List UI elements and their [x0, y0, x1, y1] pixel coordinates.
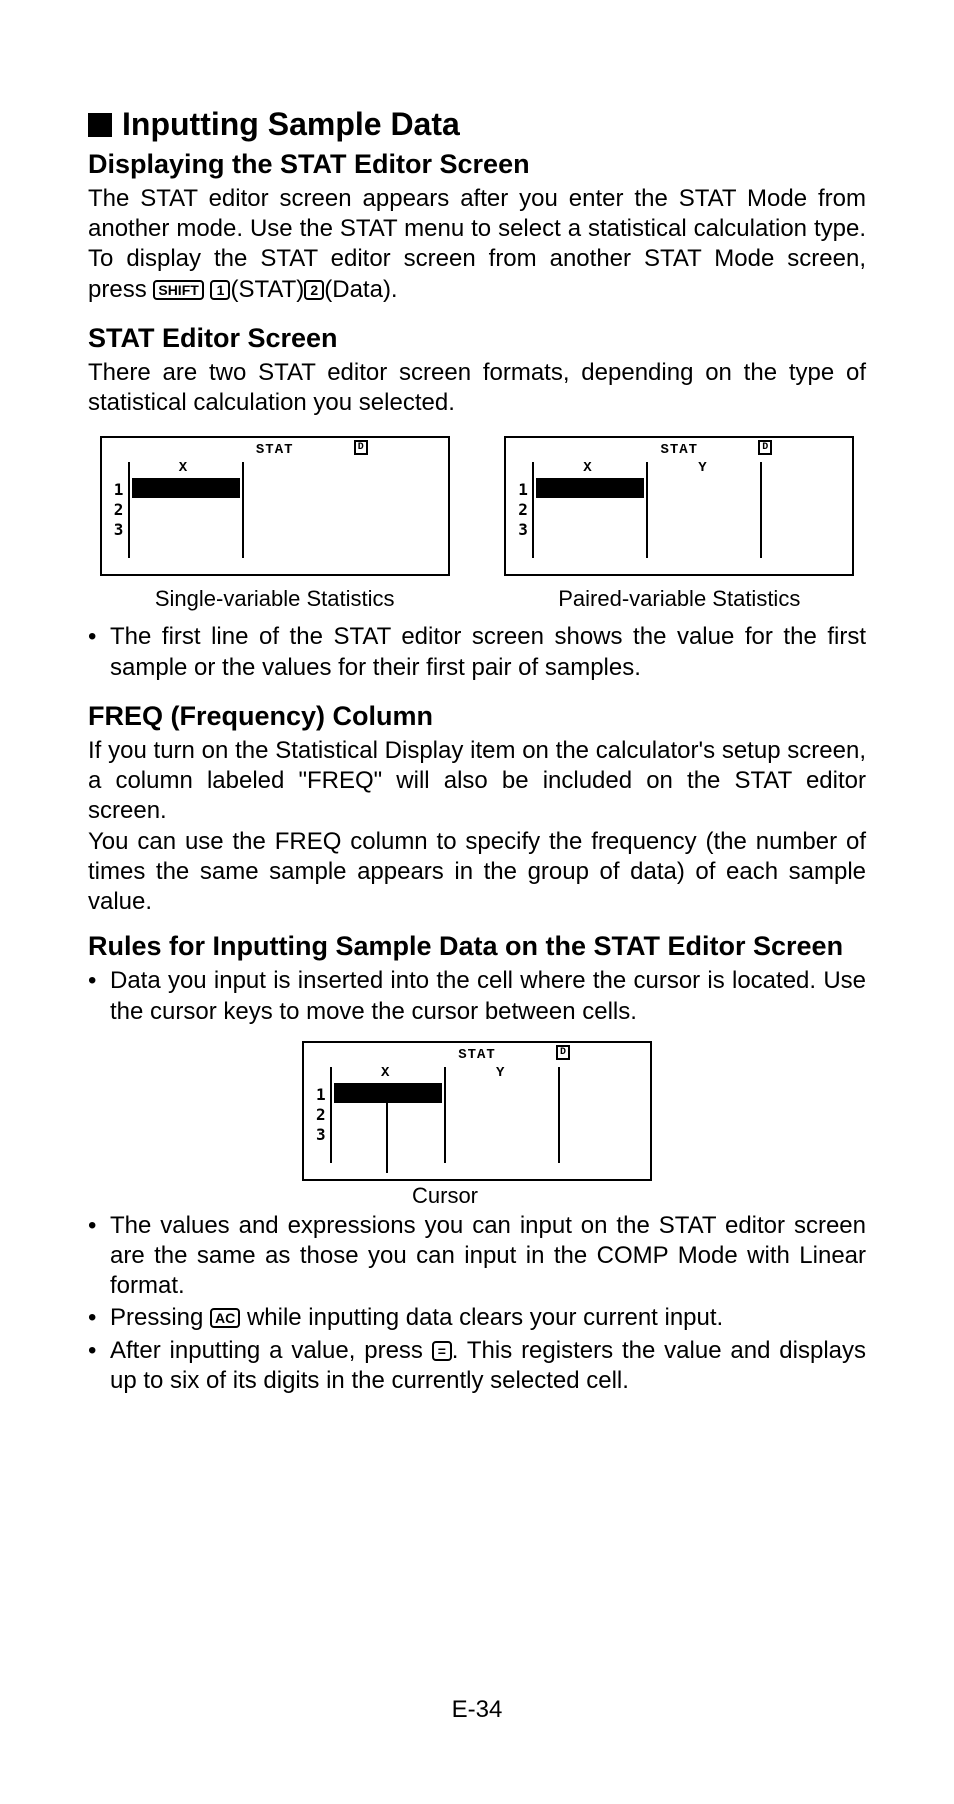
row-3: 3 [114, 520, 124, 540]
row-3c: 3 [316, 1125, 326, 1145]
lcd-cursor-example: STAT D 1 2 3 X Y [302, 1041, 652, 1181]
caption-single: Single-variable Statistics [88, 586, 461, 612]
lcd-cursor-cell [132, 478, 240, 498]
bullet-rule-4-text: After inputting a value, press =. This r… [110, 1336, 866, 1396]
bullet-first-line: • The first line of the STAT editor scre… [88, 622, 866, 682]
bullet-dot: • [88, 622, 110, 682]
bullet-dot-4: • [88, 1336, 110, 1396]
cursor-pointer-line [386, 1103, 388, 1173]
row-2: 2 [114, 500, 124, 520]
key-ac: AC [210, 1308, 240, 1328]
lcd-rownums: 1 2 3 [114, 480, 124, 540]
row-1c: 1 [316, 1085, 326, 1105]
lcd-vline-2c [444, 1067, 446, 1163]
caption-paired: Paired-variable Statistics [493, 586, 866, 612]
lcd-x-header: X [179, 460, 187, 476]
lcd-paired: STAT D 1 2 3 X Y [504, 436, 854, 576]
row-1: 1 [114, 480, 124, 500]
h1-text: Inputting Sample Data [122, 106, 460, 143]
screen-single: STAT D 1 2 3 X Single-variable Statistic… [88, 436, 461, 612]
subheading-displaying: Displaying the STAT Editor Screen [88, 149, 866, 180]
para-displaying: The STAT editor screen appears after you… [88, 184, 866, 305]
bullet-rule-1-text: Data you input is inserted into the cell… [110, 966, 866, 1026]
bullet-dot-2: • [88, 1211, 110, 1302]
lcd-stat-label: STAT [102, 442, 448, 458]
screens-row: STAT D 1 2 3 X Single-variable Statistic… [88, 436, 866, 612]
para-freq-1: If you turn on the Statistical Display i… [88, 736, 866, 827]
bullet-rule-3-text: Pressing AC while inputting data clears … [110, 1303, 866, 1333]
bullet-dot-3: • [88, 1303, 110, 1333]
key-1: 1 [210, 280, 230, 300]
b3-a: Pressing [110, 1304, 210, 1331]
lcd-x-header-3: X [381, 1065, 389, 1081]
lcd-vline-1c [330, 1067, 332, 1163]
text-data: (Data). [324, 276, 397, 303]
b3-b: while inputting data clears your current… [240, 1304, 723, 1331]
lcd-rownums-3: 1 2 3 [316, 1085, 326, 1145]
text-stat: (STAT) [230, 276, 304, 303]
bullet-rule-3: • Pressing AC while inputting data clear… [88, 1303, 866, 1333]
lcd-vline-1b [532, 462, 534, 558]
row-2c: 2 [316, 1105, 326, 1125]
bullet-rule-2-text: The values and expressions you can input… [110, 1211, 866, 1302]
lcd-cursor-cell-3 [334, 1083, 442, 1103]
lcd-vline-3c [558, 1067, 560, 1163]
bullet-rule-1: • Data you input is inserted into the ce… [88, 966, 866, 1026]
key-equals: = [432, 1341, 452, 1361]
key-2: 2 [304, 280, 324, 300]
screen-paired: STAT D 1 2 3 X Y Paired-variable Statis [493, 436, 866, 612]
b4-a: After inputting a value, press [110, 1337, 432, 1364]
key-shift: SHIFT [153, 280, 203, 300]
para-text: The STAT editor screen appears after you… [88, 185, 866, 303]
lcd-single: STAT D 1 2 3 X [100, 436, 450, 576]
bullet-first-text: The first line of the STAT editor screen… [110, 622, 866, 682]
subheading-stat-editor: STAT Editor Screen [88, 323, 866, 354]
lcd-x-header-2: X [583, 460, 591, 476]
para-stat-editor: There are two STAT editor screen formats… [88, 358, 866, 418]
lcd-d-label: D [354, 440, 368, 455]
lcd-d-label-2: D [758, 440, 772, 455]
center-screen-block: STAT D 1 2 3 X Y Cursor [88, 1041, 866, 1209]
row-1b: 1 [518, 480, 528, 500]
bullet-rule-4: • After inputting a value, press =. This… [88, 1336, 866, 1396]
lcd-vline-1 [128, 462, 130, 558]
bullet-dot-1: • [88, 966, 110, 1026]
lcd-rownums-2: 1 2 3 [518, 480, 528, 540]
lcd-y-header-2: Y [496, 1065, 504, 1081]
lcd-d-label-3: D [556, 1045, 570, 1060]
row-2b: 2 [518, 500, 528, 520]
lcd-vline-3b [760, 462, 762, 558]
lcd-vline-2b [646, 462, 648, 558]
lcd-vline-2 [242, 462, 244, 558]
cursor-label: Cursor [412, 1183, 866, 1209]
row-3b: 3 [518, 520, 528, 540]
page-number: E-34 [0, 1696, 954, 1724]
lcd-stat-label-2: STAT [506, 442, 852, 458]
lcd-stat-label-3: STAT [304, 1047, 650, 1063]
subheading-freq: FREQ (Frequency) Column [88, 701, 866, 732]
lcd-y-header: Y [698, 460, 706, 476]
square-bullet-icon [88, 113, 112, 137]
bullet-rule-2: • The values and expressions you can inp… [88, 1211, 866, 1302]
section-title: Inputting Sample Data [88, 106, 866, 143]
para-freq-2: You can use the FREQ column to specify t… [88, 827, 866, 918]
lcd-cursor-cell-2 [536, 478, 644, 498]
subheading-rules: Rules for Inputting Sample Data on the S… [88, 931, 866, 962]
